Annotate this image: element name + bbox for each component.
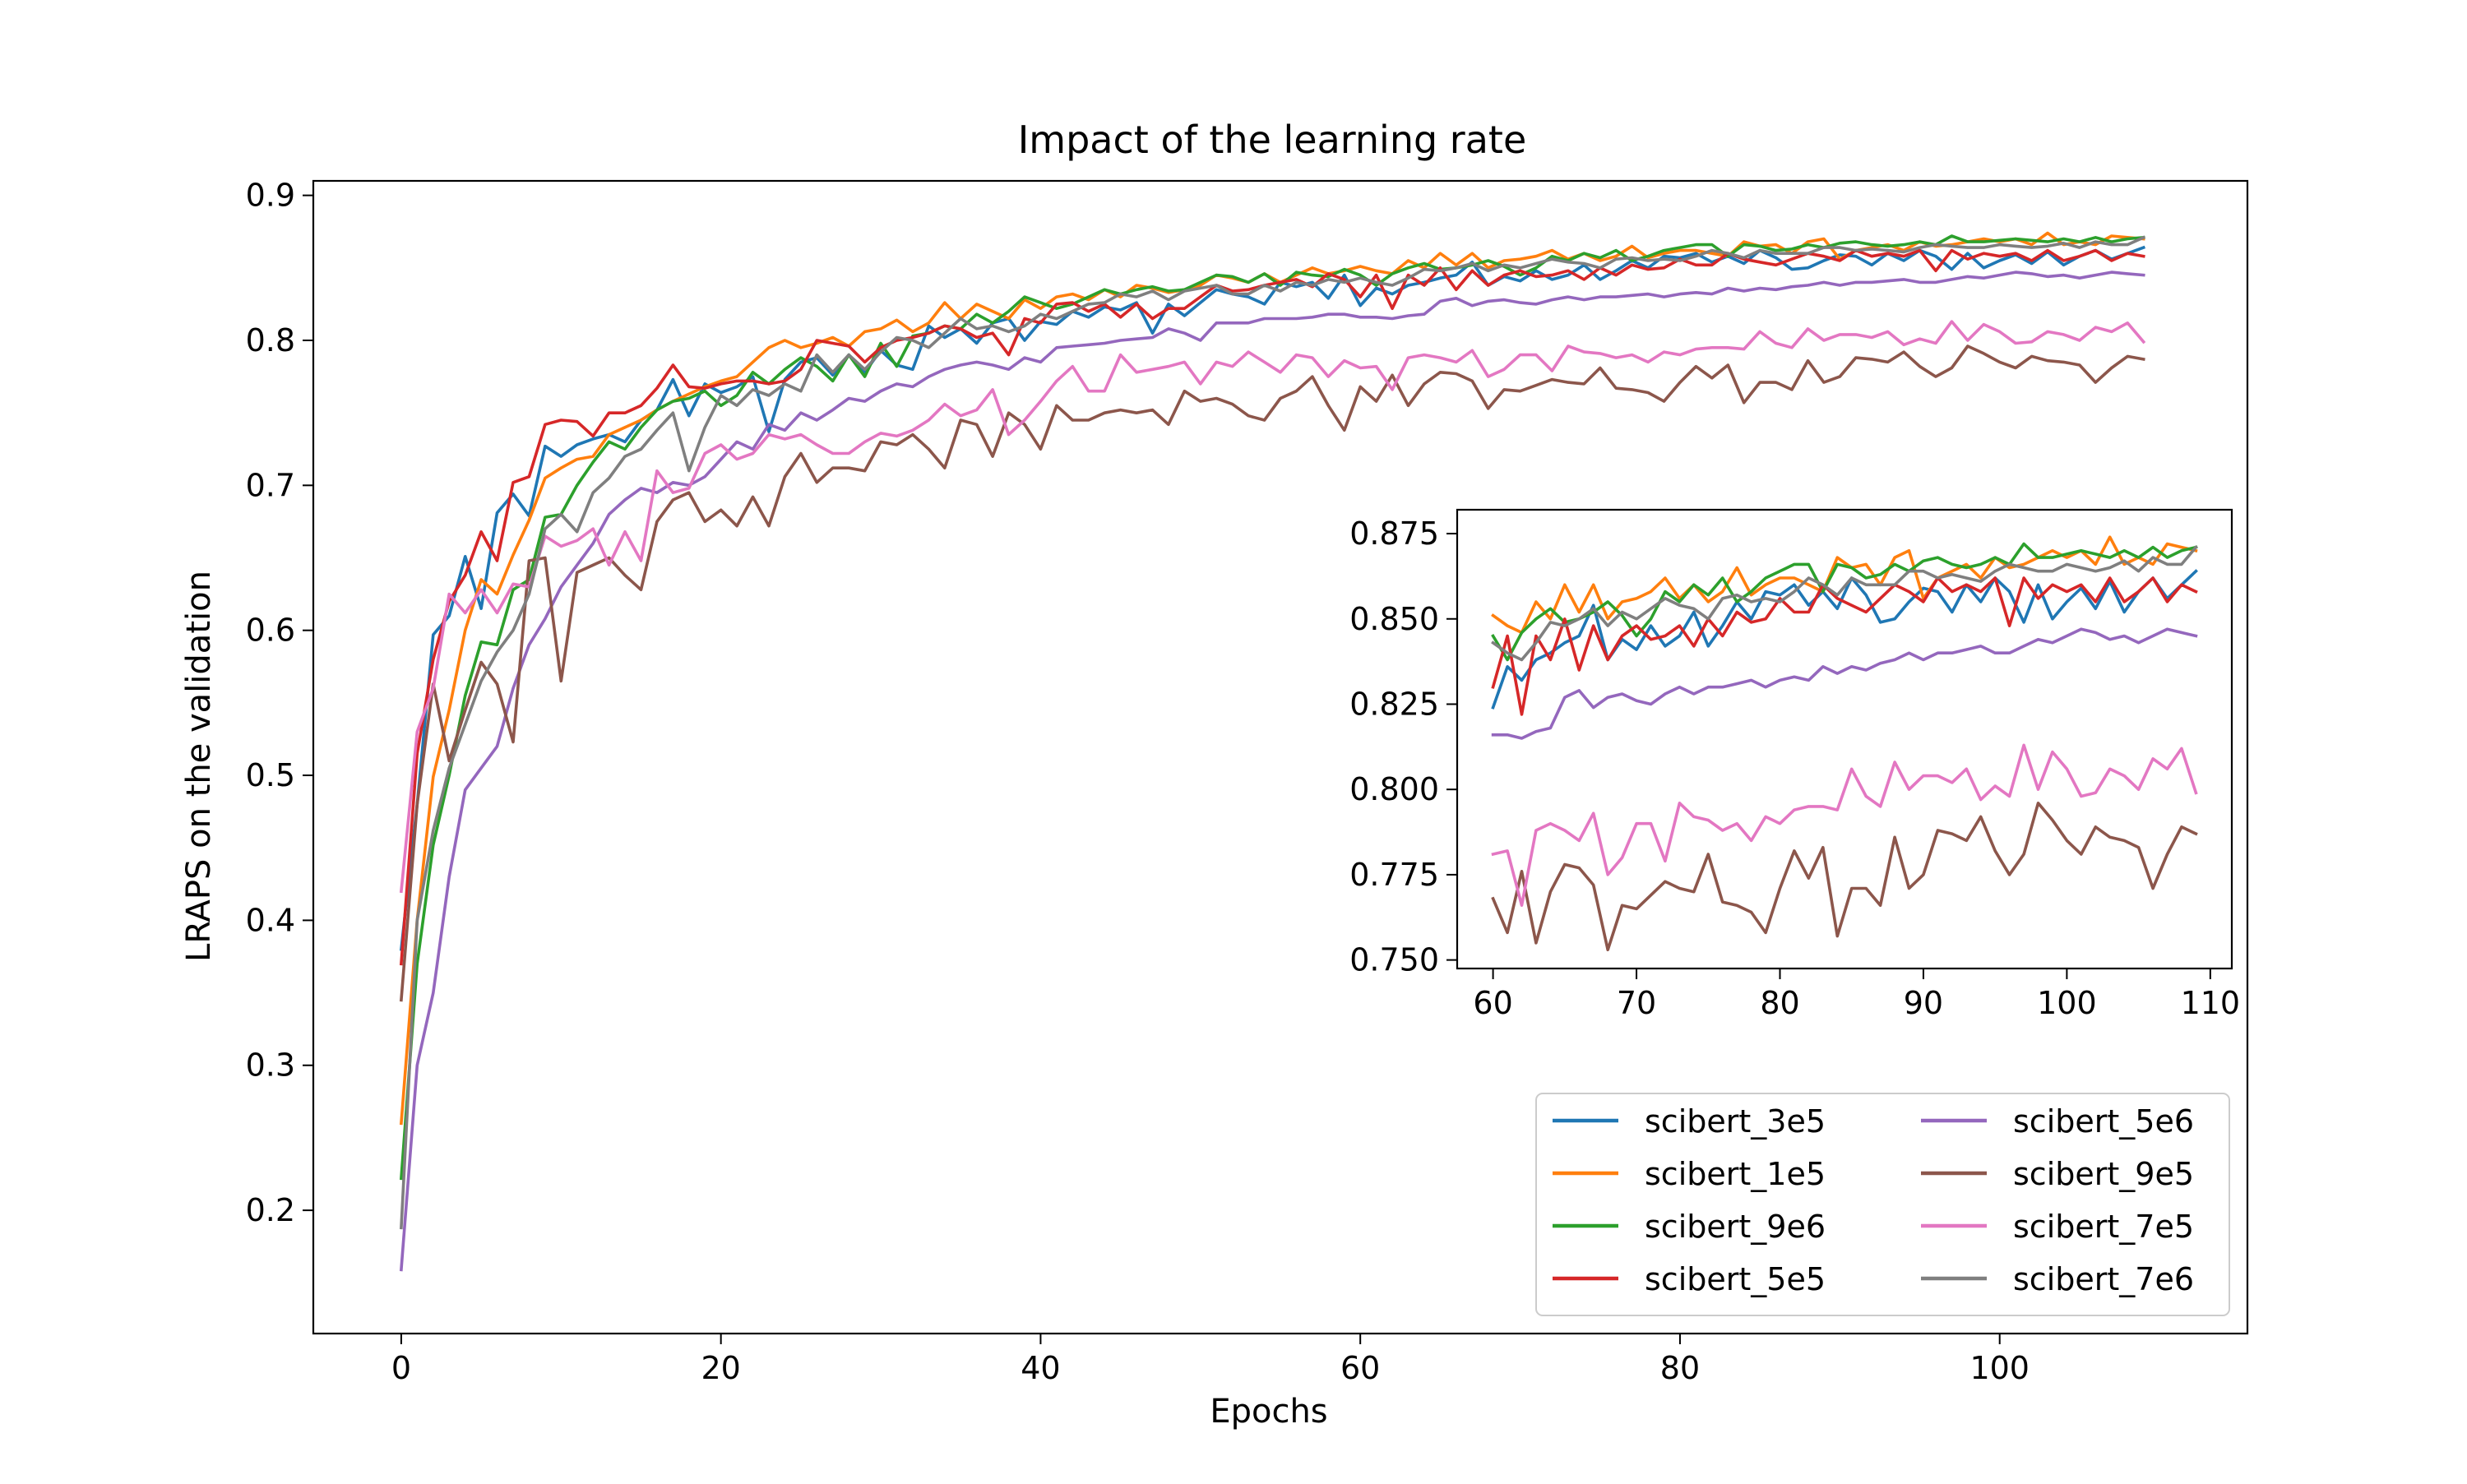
legend: scibert_3e5scibert_1e5scibert_9e6scibert… xyxy=(1535,1093,2230,1316)
main-y-tick-label: 0.7 xyxy=(246,467,295,503)
legend-label-scibert-5e5: scibert_5e5 xyxy=(1645,1261,1826,1297)
inset-line-scibert-5e5 xyxy=(1491,576,2198,716)
inset-x-tick-label: 90 xyxy=(1904,985,1943,1021)
main-y-tick-label: 0.2 xyxy=(246,1192,295,1228)
main-x-tick-label: 80 xyxy=(1660,1350,1700,1386)
inset-y-tick-label: 0.875 xyxy=(1349,515,1439,552)
main-line-scibert-9e5 xyxy=(399,344,2145,1002)
inset-x-tick-label: 70 xyxy=(1617,985,1656,1021)
inset-line-scibert-7e5 xyxy=(1491,743,2198,907)
legend-frame xyxy=(1535,1093,2230,1316)
inset-y-tick-label: 0.750 xyxy=(1349,942,1439,978)
y-axis-label: LRAPS on the validation xyxy=(180,571,218,962)
main-x-tick-label: 20 xyxy=(701,1350,740,1386)
legend-label-scibert-7e5: scibert_7e5 xyxy=(2013,1209,2194,1245)
main-y-tick-label: 0.8 xyxy=(246,322,295,358)
main-x-tick-label: 60 xyxy=(1340,1350,1380,1386)
x-axis-label: Epochs xyxy=(1210,1393,1327,1431)
main-line-scibert-3e5 xyxy=(399,245,2146,951)
main-line-scibert-5e5 xyxy=(399,248,2145,966)
main-y-tick-label: 0.4 xyxy=(246,902,295,938)
inset-y-tick-label: 0.800 xyxy=(1349,771,1439,807)
main-line-scibert-9e6 xyxy=(399,234,2145,1181)
main-line-scibert-7e5 xyxy=(399,320,2146,894)
main-y-tick-label: 0.3 xyxy=(246,1047,295,1084)
main-x-tick-label: 0 xyxy=(391,1350,411,1386)
main-line-scibert-7e6 xyxy=(400,235,2146,1230)
legend-label-scibert-7e6: scibert_7e6 xyxy=(2013,1261,2194,1297)
inset-y-tick-label: 0.775 xyxy=(1349,857,1439,893)
inset-line-scibert-9e6 xyxy=(1491,542,2198,662)
inset-line-scibert-9e5 xyxy=(1491,801,2198,951)
inset-line-scibert-7e6 xyxy=(1491,545,2198,662)
inset-plot-frame xyxy=(1456,508,2233,970)
inset-x-tick-label: 110 xyxy=(2181,985,2241,1021)
main-x-tick-label: 40 xyxy=(1021,1350,1060,1386)
legend-label-scibert-9e5: scibert_9e5 xyxy=(2013,1156,2194,1192)
main-x-tick-label: 100 xyxy=(1969,1350,2030,1386)
inset-x-tick-label: 80 xyxy=(1760,985,1799,1021)
inset-line-scibert-5e6 xyxy=(1491,627,2198,740)
main-y-tick-label: 0.9 xyxy=(246,178,295,214)
main-plot-frame xyxy=(312,179,2249,1335)
main-y-tick-label: 0.6 xyxy=(246,613,295,649)
inset-x-tick-label: 100 xyxy=(2037,985,2097,1021)
inset-plot-area: 60 70 80 90 100 110 0.750 0.775 0.800 0.825 0.850 0… xyxy=(1349,508,2241,1021)
inset-background xyxy=(1457,510,2232,969)
legend-label-scibert-5e6: scibert_5e6 xyxy=(2013,1103,2194,1140)
legend-label-scibert-3e5: scibert_3e5 xyxy=(1645,1103,1826,1140)
legend-label-scibert-1e5: scibert_1e5 xyxy=(1645,1156,1826,1192)
inset-x-tick-label: 60 xyxy=(1473,985,1512,1021)
inset-y-tick-label: 0.825 xyxy=(1349,686,1439,722)
legend-label-scibert-9e6: scibert_9e6 xyxy=(1645,1209,1826,1245)
main-y-tick-label: 0.5 xyxy=(246,757,295,793)
inset-y-tick-label: 0.850 xyxy=(1349,601,1439,637)
chart-title: Impact of the learning rate xyxy=(1018,118,1527,162)
